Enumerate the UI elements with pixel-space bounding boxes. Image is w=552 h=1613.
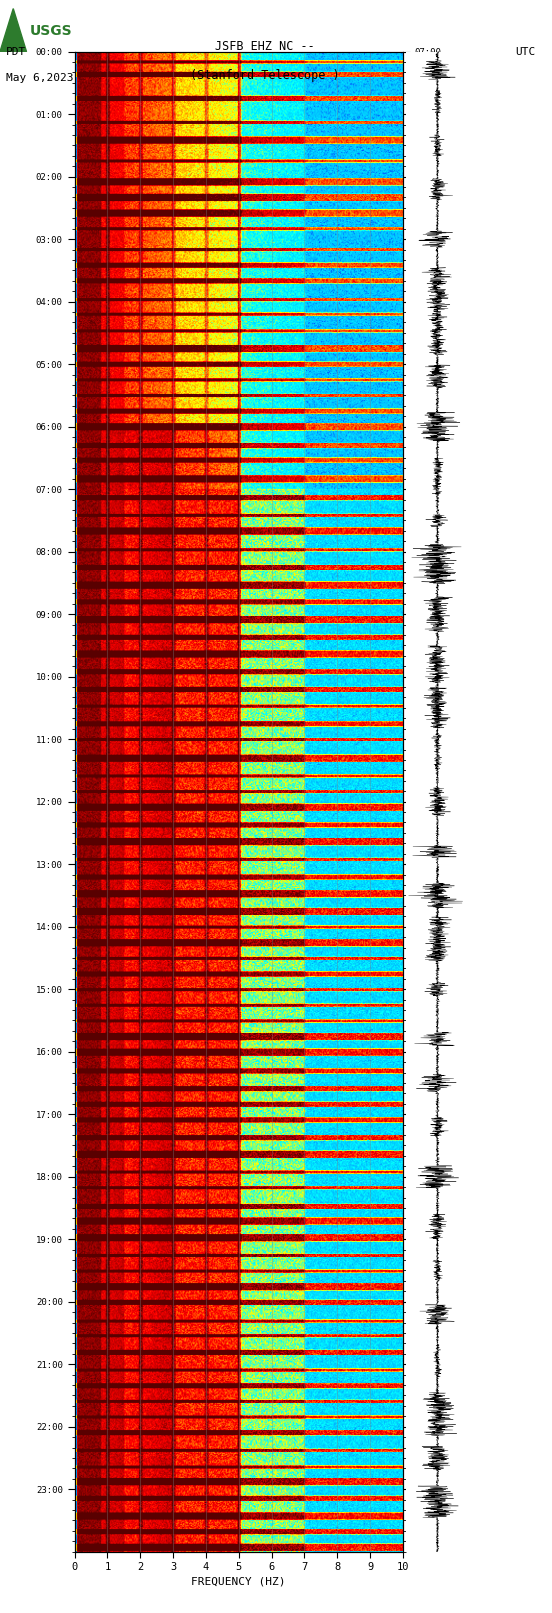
Text: UTC: UTC: [515, 47, 535, 56]
Text: May 6,2023: May 6,2023: [6, 73, 73, 82]
Text: USGS: USGS: [30, 24, 72, 39]
Text: JSFB EHZ NC --: JSFB EHZ NC --: [215, 40, 315, 53]
Text: (Stanford Telescope ): (Stanford Telescope ): [190, 69, 340, 82]
Polygon shape: [0, 8, 26, 52]
Text: PDT: PDT: [6, 47, 26, 56]
X-axis label: FREQUENCY (HZ): FREQUENCY (HZ): [192, 1576, 286, 1586]
